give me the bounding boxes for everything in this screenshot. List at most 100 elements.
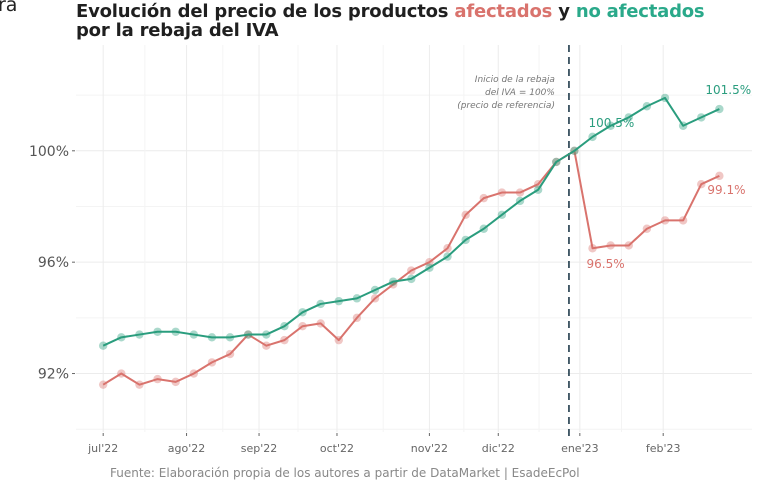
source-note: Fuente: Elaboración propia de los autore… [110,466,580,480]
data-point-no-afectados [207,333,217,342]
title-prefix: Evolución del precio de los productos [76,1,455,22]
data-point-no-afectados [479,224,488,233]
cropped-corner-text: ra [0,0,18,16]
data-point-afectados [225,349,235,359]
data-point-no-afectados [461,235,470,245]
data-point-no-afectados [334,296,343,306]
data-point-no-afectados [606,121,615,130]
data-point-afectados [660,216,670,225]
data-point-afectados [207,358,217,367]
y-axis: 92% 96% 100% [29,144,75,383]
reference-line-label: Inicio de la rebaja [475,75,555,85]
data-point-afectados [298,322,307,331]
data-point-no-afectados [280,322,289,331]
y-tick-label: 96% [38,255,69,271]
data-point-no-afectados [588,132,597,142]
x-tick-label: ene'23 [561,442,599,455]
data-point-afectados [642,224,652,233]
data-point-afectados [370,294,380,303]
data-point-no-afectados [552,157,561,167]
data-point-afectados [316,319,325,328]
data-point-no-afectados [262,330,271,339]
data-point-afectados [624,241,633,250]
data-point-afectados [407,266,416,275]
value-label: 101.5% [705,83,751,97]
reference-line: Inicio de la rebaja del IVA = 100% (precio… [457,45,570,440]
data-point-afectados [497,188,507,197]
data-point-afectados [117,369,126,378]
data-point-afectados [606,241,615,250]
x-tick-label: jul'22 [87,442,118,455]
value-label: 100.5% [589,116,635,130]
data-point-no-afectados [153,327,162,336]
data-point-afectados [425,257,434,267]
title-middle: y [552,1,576,22]
data-point-afectados [135,380,144,389]
x-tick-label: dic'22 [482,442,515,455]
value-label: 96.5% [587,257,625,271]
x-axis: jul'22 ago'22 sep'22 oct'22 nov'22 dic'22 ene'… [87,433,681,455]
data-point-no-afectados [370,285,380,295]
y-tick-label: 100% [29,144,69,160]
data-point-afectados [189,369,199,378]
y-tick-label: 92% [38,367,69,383]
data-point-afectados [98,380,108,389]
series-line-afectados [102,149,720,386]
x-tick-label: sep'22 [241,442,278,455]
data-point-no-afectados [570,146,579,155]
data-point-afectados [715,171,724,181]
data-point-afectados [678,216,688,225]
data-point-afectados [461,210,470,220]
data-point-no-afectados [316,299,325,309]
data-point-afectados [171,377,180,387]
annotations: 100.5% 101.5% 96.5% 99.1% [587,83,752,271]
data-point-no-afectados [678,121,688,130]
data-point-no-afectados [497,210,507,220]
x-tick-label: ago'22 [168,442,205,455]
data-point-no-afectados [352,294,362,303]
data-point-afectados [352,313,362,323]
x-tick-label: nov'22 [411,442,448,455]
chart-title: Evolución del precio de los productos af… [76,1,705,41]
data-point-afectados [280,335,289,345]
x-tick-label: feb'23 [646,442,681,455]
title-line-1: Evolución del precio de los productos af… [76,1,705,22]
data-point-no-afectados [135,330,144,339]
data-point-no-afectados [425,263,434,272]
data-point-no-afectados [642,102,652,111]
title-line-2: por la rebaja del IVA [76,20,279,41]
data-point-no-afectados [515,196,525,206]
data-point-afectados [262,341,271,350]
data-point-no-afectados [388,277,398,286]
reference-line-label: (precio de referencia) [457,101,555,111]
data-point-afectados [334,335,343,345]
reference-line-label: del IVA = 100% [485,88,555,98]
data-point-no-afectados [533,185,543,194]
data-point-afectados [588,244,597,253]
data-point-no-afectados [407,274,416,284]
title-afectados: afectados [454,1,553,22]
data-point-no-afectados [715,104,724,114]
series-line-no-afectados [102,96,720,347]
x-tick-label: oct'22 [320,442,354,455]
data-point-no-afectados [98,341,108,350]
title-no-afectados: no afectados [575,1,705,22]
data-point-no-afectados [243,330,253,339]
data-point-afectados [515,188,525,197]
data-point-afectados [479,193,488,203]
value-label: 99.1% [707,183,745,197]
data-point-no-afectados [171,327,180,336]
data-point-no-afectados [225,333,235,342]
data-point-afectados [443,244,452,253]
data-point-no-afectados [697,113,706,122]
data-point-no-afectados [443,252,452,261]
data-point-no-afectados [624,113,633,122]
data-point-no-afectados [298,308,307,317]
grid [76,45,752,432]
data-point-no-afectados [117,333,126,342]
data-point-no-afectados [189,330,199,339]
data-point-afectados [153,374,162,384]
data-point-afectados [697,180,706,189]
series-group [98,93,724,389]
